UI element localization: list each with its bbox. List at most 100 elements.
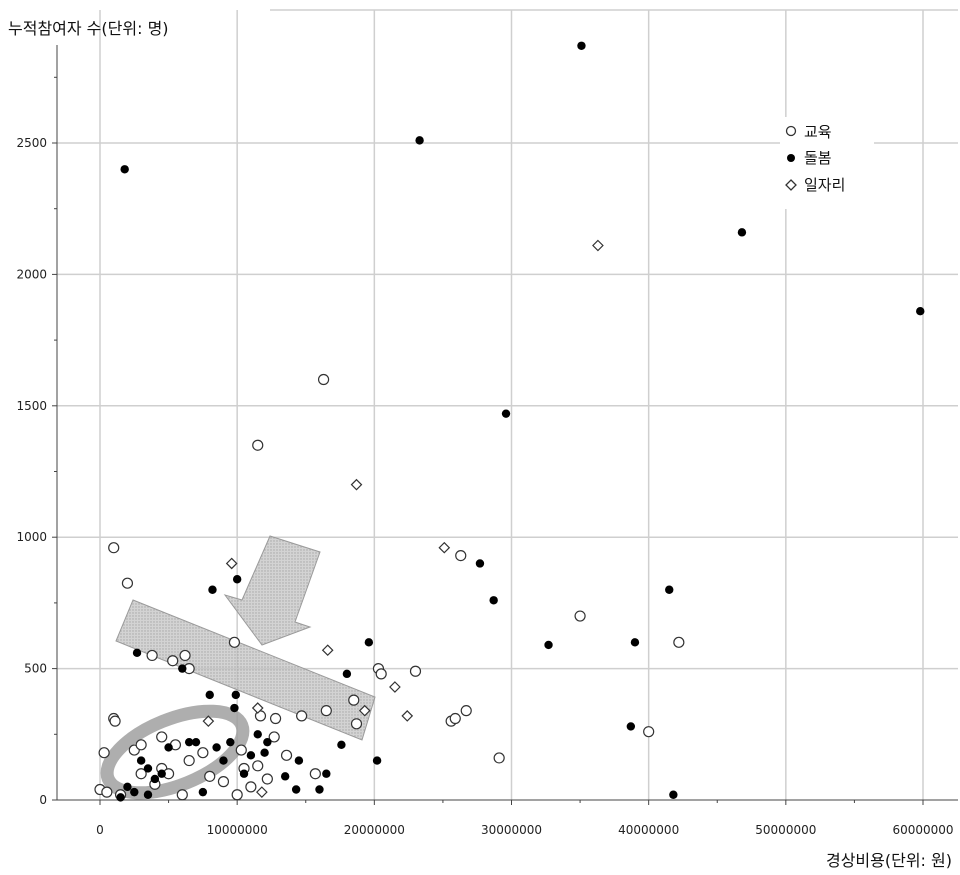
point-education xyxy=(235,744,247,756)
point-care xyxy=(501,409,511,418)
point-care xyxy=(208,585,217,594)
point-jobs xyxy=(251,702,264,714)
point-education xyxy=(146,649,158,662)
point-education xyxy=(252,439,264,451)
point-education xyxy=(156,731,168,743)
point-care xyxy=(626,722,636,731)
point-care xyxy=(246,751,256,760)
point-education xyxy=(280,749,293,761)
point-care xyxy=(150,774,160,784)
point-care xyxy=(263,737,272,747)
point-care xyxy=(157,769,166,778)
point-jobs xyxy=(401,710,414,722)
point-care xyxy=(123,782,132,792)
point-education xyxy=(375,668,387,680)
point-care xyxy=(260,748,269,757)
point-education xyxy=(108,542,120,554)
x-tick-label: 60000000 xyxy=(892,823,953,837)
point-care xyxy=(164,743,173,752)
legend-marker-education-icon xyxy=(785,125,797,137)
point-care xyxy=(198,787,208,797)
y-tick-label: 0 xyxy=(39,793,47,807)
point-education xyxy=(269,712,282,725)
point-care xyxy=(178,664,187,673)
point-care xyxy=(239,769,249,778)
point-care xyxy=(372,756,382,765)
point-care xyxy=(577,41,586,50)
point-education xyxy=(101,786,113,798)
point-care xyxy=(294,756,304,765)
x-axis-title: 경상비용(단위: 원) xyxy=(826,851,952,870)
point-education xyxy=(348,694,360,706)
point-care xyxy=(130,787,139,797)
point-education xyxy=(135,739,147,751)
point-care xyxy=(544,640,553,650)
point-education xyxy=(167,655,179,667)
point-care xyxy=(205,690,214,700)
legend-marker-care-icon xyxy=(787,154,795,162)
point-education xyxy=(460,705,472,717)
point-jobs xyxy=(592,239,604,252)
point-care xyxy=(226,737,235,747)
point-education xyxy=(231,789,243,801)
point-education xyxy=(109,715,121,727)
highlight-arrow xyxy=(223,535,321,646)
point-care xyxy=(143,764,153,773)
y-axis-title: 누적참여자 수(단위: 명) xyxy=(8,19,169,38)
y-tick-label: 1500 xyxy=(16,399,47,413)
point-care xyxy=(489,596,498,605)
point-care xyxy=(669,790,678,799)
point-care xyxy=(143,790,153,799)
x-tick-label: 0 xyxy=(96,823,104,837)
point-education xyxy=(320,705,332,717)
point-care xyxy=(475,559,485,568)
point-care xyxy=(665,585,674,594)
legend-marker-jobs-icon xyxy=(785,179,797,191)
point-education xyxy=(409,665,422,677)
point-care xyxy=(337,740,346,750)
point-jobs xyxy=(321,644,334,657)
legend-label-education: 교육 xyxy=(804,123,832,141)
point-care xyxy=(342,669,352,679)
point-education xyxy=(317,373,330,386)
point-education xyxy=(98,747,110,759)
point-care xyxy=(230,703,239,713)
legend: 교육 돌봄 일자리 xyxy=(780,117,874,209)
x-tick-label: 50000000 xyxy=(755,823,816,837)
point-education xyxy=(673,636,685,648)
point-care xyxy=(232,575,242,584)
point-education xyxy=(643,726,655,738)
point-jobs xyxy=(256,786,268,798)
legend-label-care: 돌봄 xyxy=(804,149,832,167)
x-tick-label: 20000000 xyxy=(344,823,405,837)
point-education xyxy=(183,754,195,767)
point-education xyxy=(261,773,273,785)
point-care xyxy=(253,730,262,739)
axes: 0 10000000 20000000 30000000 40000000 5000000… xyxy=(16,45,958,837)
point-care xyxy=(322,769,331,778)
point-education xyxy=(350,718,363,730)
legend-label-jobs: 일자리 xyxy=(804,176,845,194)
point-education xyxy=(455,549,467,562)
data-marks xyxy=(94,41,925,802)
x-tick-label: 10000000 xyxy=(207,823,268,837)
point-care xyxy=(191,737,201,747)
point-care xyxy=(291,785,301,794)
point-jobs xyxy=(389,681,401,693)
point-education xyxy=(309,768,321,780)
point-care xyxy=(280,772,290,781)
x-tick-label: 30000000 xyxy=(481,823,542,837)
point-jobs xyxy=(438,541,451,554)
point-education xyxy=(296,710,308,722)
point-education xyxy=(252,760,264,772)
point-education xyxy=(197,747,209,759)
point-education xyxy=(228,636,241,648)
point-care xyxy=(415,136,424,145)
x-tick-label: 40000000 xyxy=(618,823,679,837)
point-education xyxy=(449,712,461,725)
annotations xyxy=(100,535,376,800)
point-education xyxy=(121,577,134,589)
point-jobs xyxy=(202,715,215,728)
point-care xyxy=(916,306,925,316)
